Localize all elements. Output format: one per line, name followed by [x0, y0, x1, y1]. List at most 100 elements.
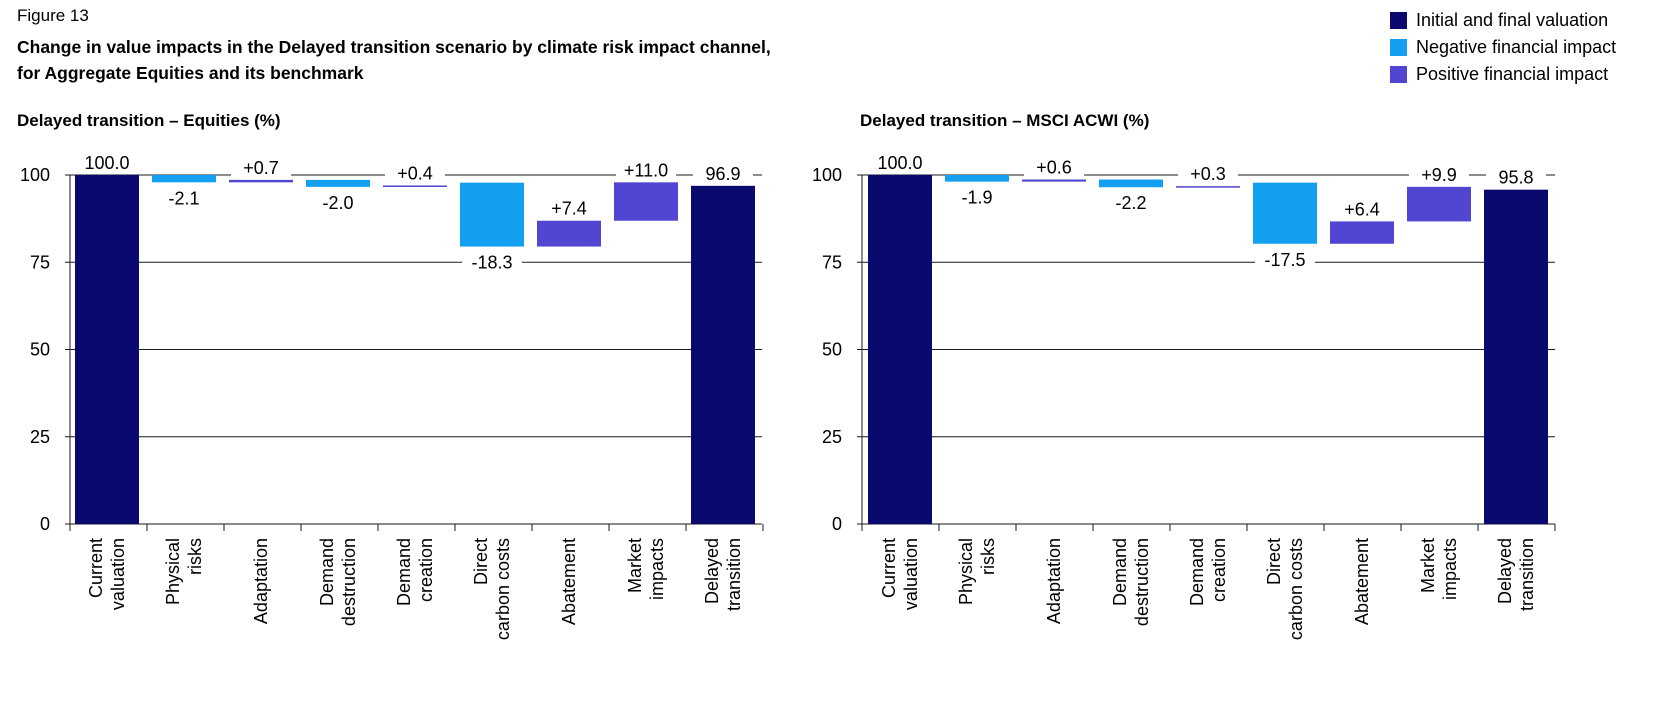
category-label-line: creation: [1209, 538, 1229, 602]
category-label-line: Market: [625, 538, 645, 593]
data-label: +7.4: [551, 199, 587, 219]
data-label: +0.6: [1036, 158, 1072, 178]
data-label: 95.8: [1498, 168, 1533, 188]
category-label: Abatement: [1352, 538, 1372, 625]
category-label-line: Direct: [1264, 538, 1284, 585]
data-label-bg: [1024, 156, 1084, 178]
data-label-bg: [1486, 166, 1546, 188]
data-label: 100.0: [877, 153, 922, 173]
data-label: +0.4: [397, 163, 433, 183]
data-label: 100.0: [84, 153, 129, 173]
data-label-bg: [231, 156, 291, 178]
y-tick-label: 25: [822, 427, 842, 447]
category-label-line: valuation: [901, 538, 921, 610]
category-label-line: risks: [978, 538, 998, 575]
data-label-bg: [693, 162, 753, 184]
data-label: +0.7: [243, 158, 279, 178]
bar-negative: [306, 179, 370, 187]
bar-negative: [460, 182, 524, 247]
category-label-line: transition: [724, 538, 744, 611]
data-label: -2.0: [322, 193, 353, 213]
data-label-bg: [616, 159, 676, 181]
y-tick-label: 50: [822, 340, 842, 360]
legend-swatch-initial-final: [1390, 12, 1407, 29]
category-label-line: valuation: [108, 538, 128, 610]
data-label: +6.4: [1344, 199, 1380, 219]
bar-total: [868, 175, 932, 524]
bar-positive: [537, 220, 601, 247]
data-label-bg: [539, 197, 599, 219]
waterfall-chart-equities: 0 25 50 75 100 100.0 -2.1 +0.7 -2.0 +0.4 -18.3 +7.4…: [20, 152, 764, 640]
bar-positive: [1407, 186, 1471, 222]
legend-swatch-negative: [1390, 39, 1407, 56]
category-label: Direct carbon costs: [471, 538, 513, 640]
bar-positive: [614, 182, 678, 221]
category-label: Demand creation: [394, 538, 436, 606]
bar-total: [1484, 189, 1548, 524]
category-label: Current valuation: [879, 538, 921, 610]
bar-negative: [152, 175, 216, 183]
bar-negative: [1099, 179, 1163, 188]
data-label-bg: [947, 186, 1007, 208]
bar-positive: [1176, 186, 1240, 188]
category-label-line: Current: [879, 538, 899, 598]
category-label-line: Physical: [163, 538, 183, 605]
category-label-line: Demand: [1110, 538, 1130, 606]
data-label: -18.3: [471, 253, 512, 273]
bar-positive: [1022, 179, 1086, 182]
category-label-line: Adaptation: [251, 538, 271, 624]
category-label-line: Demand: [1187, 538, 1207, 606]
y-tick-label: 100: [20, 165, 50, 185]
y-tick-label: 25: [30, 427, 50, 447]
category-label: Delayed transition: [1495, 538, 1537, 611]
category-label-line: Demand: [317, 538, 337, 606]
data-label: +0.3: [1190, 164, 1226, 184]
y-tick-label: 75: [822, 252, 842, 272]
figure-title: Change in value impacts in the Delayed t…: [17, 34, 977, 86]
panel-title-equities: Delayed transition – Equities (%): [17, 111, 281, 130]
category-label-line: Physical: [956, 538, 976, 605]
data-label: +11.0: [624, 160, 668, 180]
data-label-bg: [462, 251, 522, 273]
category-label: Current valuation: [86, 538, 128, 610]
category-label-line: destruction: [339, 538, 359, 626]
data-label: -2.1: [168, 188, 199, 208]
legend-swatch-positive: [1390, 66, 1407, 83]
category-label-line: carbon costs: [493, 538, 513, 640]
legend-item-positive: Positive financial impact: [1390, 61, 1616, 88]
legend-item-negative: Negative financial impact: [1390, 34, 1616, 61]
data-label-bg: [870, 152, 930, 173]
category-label: Delayed transition: [702, 538, 744, 611]
figure-title-line-2: for Aggregate Equities and its benchmark: [17, 63, 364, 83]
bar-negative: [1253, 182, 1317, 244]
data-label-bg: [1255, 248, 1315, 270]
bar-total: [691, 185, 755, 524]
y-tick-label: 100: [812, 165, 842, 185]
data-label: +9.9: [1421, 165, 1457, 185]
category-label-line: Delayed: [1495, 538, 1515, 604]
category-label: Adaptation: [1044, 538, 1064, 624]
category-label: Market impacts: [1418, 538, 1460, 600]
data-label: -2.2: [1115, 193, 1146, 213]
category-label-line: Abatement: [1352, 538, 1372, 625]
figure-title-line-1: Change in value impacts in the Delayed t…: [17, 37, 771, 57]
data-label-bg: [1409, 163, 1469, 185]
category-label: Physical risks: [956, 538, 998, 605]
bar-positive: [229, 179, 293, 183]
category-label: Demand destruction: [1110, 538, 1152, 626]
category-label-line: carbon costs: [1286, 538, 1306, 640]
data-label-bg: [1101, 192, 1161, 214]
bar-total: [75, 175, 139, 524]
category-label-line: risks: [185, 538, 205, 575]
category-label: Physical risks: [163, 538, 205, 605]
category-label: Direct carbon costs: [1264, 538, 1306, 640]
category-label-line: Delayed: [702, 538, 722, 604]
category-label-line: Direct: [471, 538, 491, 585]
data-label-bg: [385, 162, 445, 184]
legend-label-negative: Negative financial impact: [1416, 37, 1617, 57]
y-tick-label: 0: [832, 514, 842, 534]
category-label-line: creation: [416, 538, 436, 602]
category-label-line: Current: [86, 538, 106, 598]
data-label-bg: [1178, 163, 1238, 185]
